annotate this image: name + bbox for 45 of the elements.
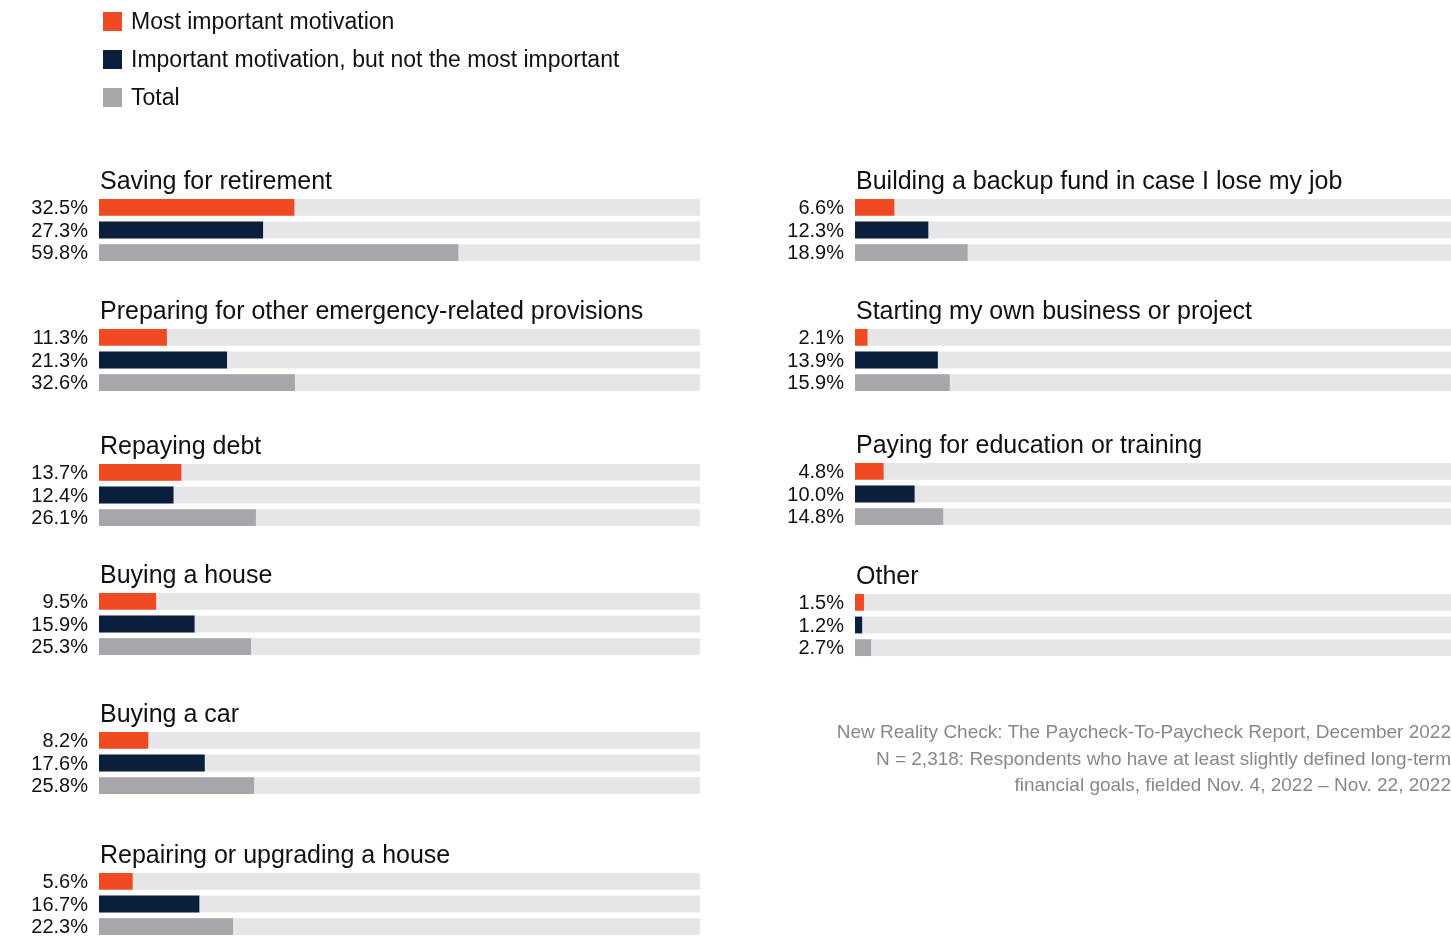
data-label: 22.3% [31,915,89,938]
data-label: 21.3% [31,348,89,371]
data-label: 32.5% [31,195,89,218]
data-label: 27.3% [31,218,89,241]
legend-label: Important motivation, but not the most important [131,45,620,74]
data-label: 12.4% [31,483,89,506]
data-label: 2.1% [798,325,845,348]
data-label: 14.8% [787,505,845,528]
data-label: 17.6% [31,751,89,774]
data-label: 13.9% [787,348,845,371]
data-label: 13.7% [31,460,89,483]
chart-title: Paying for education or training [855,429,1204,460]
text: New Reality Check: The Paycheck-To-Paycheck Report, December 2022 [836,721,1451,742]
data-label: 4.8% [798,459,845,482]
data-label: 18.9% [787,241,845,264]
data-label: 16.7% [31,892,89,915]
data-label: 6.6% [798,195,845,218]
data-label: 59.8% [31,241,89,264]
data-label: 12.3% [787,218,845,241]
data-label: 1.5% [798,590,845,613]
data-label: 25.8% [31,774,89,797]
data-label: 15.9% [31,612,89,635]
chart-title: Building a backup fund in case I lose my job [855,165,1344,196]
data-label: 26.1% [31,506,89,529]
chart-title: Buying a house [99,559,274,590]
data-label: 15.9% [787,371,845,394]
data-label: 1.2% [798,613,845,636]
data-label: 5.6% [42,869,89,892]
legend-label: Most important motivation [131,7,395,36]
chart-title: Preparing for other emergency-related provisions [99,295,645,326]
data-label: 25.3% [31,635,89,658]
chart-title: Buying a car [99,698,240,729]
data-label: 8.2% [42,728,89,751]
data-label: 10.0% [787,482,845,505]
legend-label: Total [131,83,180,112]
chart-title: Repairing or upgrading a house [99,839,452,870]
text: N = 2,318: Respondents who have at least slightly defined long-term financial goals, fielded Nov. 4, 2022 – Nov. 22, 2022 [875,747,1451,795]
data-label: 2.7% [798,636,845,659]
data-label: 11.3% [32,325,89,348]
chart-title: Repaying debt [99,430,263,461]
chart-title: Other [855,560,920,591]
chart-title: Starting my own business or project [855,295,1253,326]
chart-title: Saving for retirement [99,165,334,196]
data-label: 9.5% [42,589,89,612]
data-label: 32.6% [31,371,89,394]
